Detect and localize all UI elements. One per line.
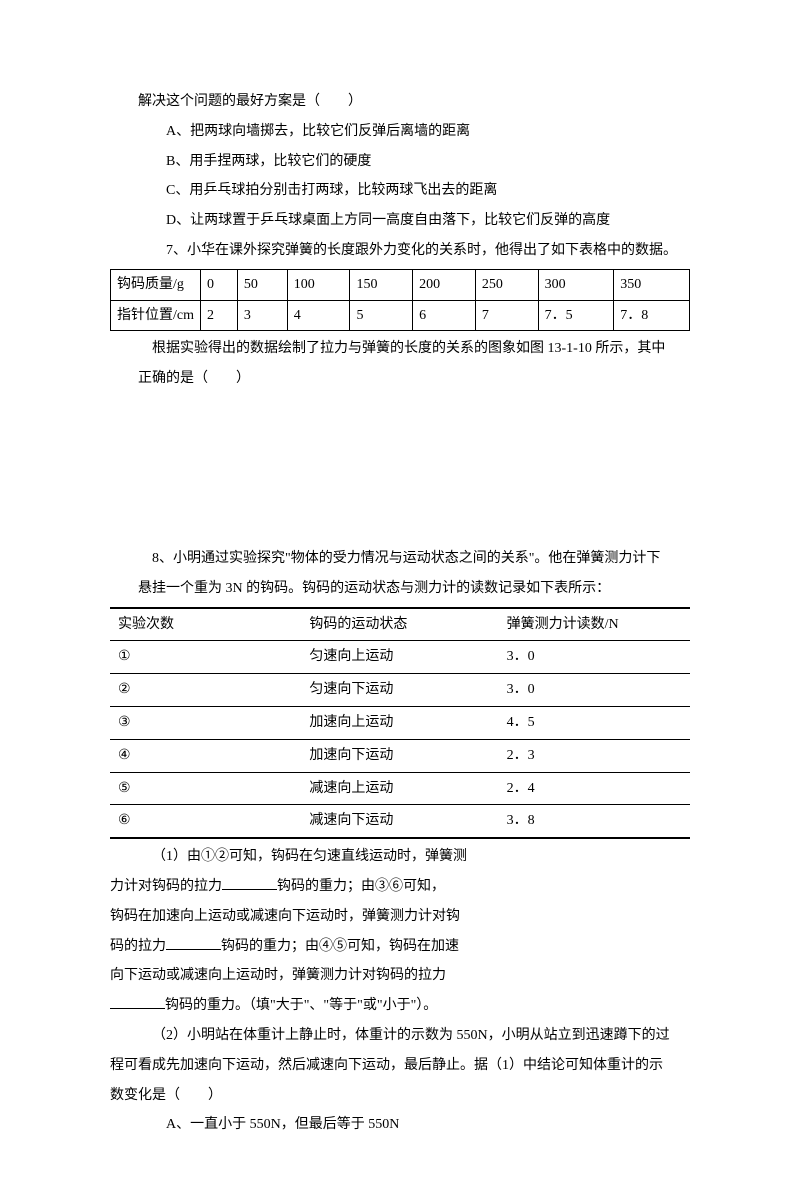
t2r0c2: 3．0 xyxy=(499,641,690,674)
t1r2c0: 指针位置/cm xyxy=(111,300,201,331)
t1r2c5: 6 xyxy=(413,300,476,331)
spring-data-table: 钩码质量/g 0 50 100 150 200 250 300 350 指针位置… xyxy=(110,269,690,332)
t1r2c4: 5 xyxy=(350,300,413,331)
t2r4c1: 减速向上运动 xyxy=(301,772,498,805)
q8-1a: （1）由①②可知，钩码在匀速直线运动时，弹簧测 xyxy=(110,845,690,869)
q7-post2: 正确的是（ ） xyxy=(110,367,690,391)
option-d: D、让两球置于乒乓球桌面上方同一高度自由落下，比较它们反弹的高度 xyxy=(110,209,690,233)
figure-gap xyxy=(110,397,690,547)
q8-1d: 码的拉力钩码的重力；由④⑤可知，钩码在加速 xyxy=(110,935,690,959)
blank-3 xyxy=(110,995,165,1009)
t1r1c8: 350 xyxy=(614,269,690,300)
t2r5c1: 减速向下运动 xyxy=(301,805,498,838)
t2r0c1: 匀速向上运动 xyxy=(301,641,498,674)
t2r4c0: ⑤ xyxy=(110,772,301,805)
t1r2c1: 2 xyxy=(201,300,238,331)
q8-line1: 8、小明通过实验探究"物体的受力情况与运动状态之间的关系"。他在弹簧测力计下 xyxy=(110,547,690,571)
q8-1f: 钩码的重力。（填"大于"、"等于"或"小于"）。 xyxy=(110,994,690,1018)
q8-opt-a: A、一直小于 550N，但最后等于 550N xyxy=(110,1113,690,1137)
t2h0: 实验次数 xyxy=(110,608,301,641)
t1r1c3: 100 xyxy=(287,269,350,300)
t2r1c1: 匀速向下运动 xyxy=(301,674,498,707)
t2r5c0: ⑥ xyxy=(110,805,301,838)
experiment-table: 实验次数 钩码的运动状态 弹簧测力计读数/N ①匀速向上运动3．0 ②匀速向下运… xyxy=(110,607,690,840)
t1r1c0: 钩码质量/g xyxy=(111,269,201,300)
t2r1c0: ② xyxy=(110,674,301,707)
table1-row1: 钩码质量/g 0 50 100 150 200 250 300 350 xyxy=(111,269,690,300)
t2r2c2: 4．5 xyxy=(499,706,690,739)
t1r1c7: 300 xyxy=(538,269,614,300)
t1r2c8: 7．8 xyxy=(614,300,690,331)
q8-2c: 数变化是（ ） xyxy=(110,1084,690,1108)
t2r5c2: 3．8 xyxy=(499,805,690,838)
t2r1c2: 3．0 xyxy=(499,674,690,707)
t1r2c7: 7．5 xyxy=(538,300,614,331)
intro-text: 解决这个问题的最好方案是（ ） xyxy=(110,90,690,114)
t2r3c1: 加速向下运动 xyxy=(301,739,498,772)
t1r1c5: 200 xyxy=(413,269,476,300)
q8-1e: 向下运动或减速向上运动时，弹簧测力计对钩码的拉力 xyxy=(110,964,690,988)
t1r1c1: 0 xyxy=(201,269,238,300)
q7-post1: 根据实验得出的数据绘制了拉力与弹簧的长度的关系的图象如图 13-1-10 所示，… xyxy=(110,337,690,361)
t1r2c3: 4 xyxy=(287,300,350,331)
t2r3c2: 2．3 xyxy=(499,739,690,772)
t1r2c6: 7 xyxy=(475,300,538,331)
t2r2c1: 加速向上运动 xyxy=(301,706,498,739)
q8-1c: 钩码在加速向上运动或减速向下运动时，弹簧测力计对钩 xyxy=(110,905,690,929)
t2r4c2: 2．4 xyxy=(499,772,690,805)
t2r0c0: ① xyxy=(110,641,301,674)
t1r2c2: 3 xyxy=(237,300,287,331)
table1-row2: 指针位置/cm 2 3 4 5 6 7 7．5 7．8 xyxy=(111,300,690,331)
blank-2 xyxy=(166,936,221,950)
t2r2c0: ③ xyxy=(110,706,301,739)
option-c: C、用乒乓球拍分别击打两球，比较两球飞出去的距离 xyxy=(110,179,690,203)
q8-2a: （2）小明站在体重计上静止时，体重计的示数为 550N，小明从站立到迅速蹲下的过 xyxy=(110,1024,690,1048)
q7-text: 7、小华在课外探究弹簧的长度跟外力变化的关系时，他得出了如下表格中的数据。 xyxy=(110,239,690,263)
blank-1 xyxy=(222,876,277,890)
t2h2: 弹簧测力计读数/N xyxy=(499,608,690,641)
t1r1c2: 50 xyxy=(237,269,287,300)
option-b: B、用手捏两球，比较它们的硬度 xyxy=(110,150,690,174)
t1r1c6: 250 xyxy=(475,269,538,300)
t1r1c4: 150 xyxy=(350,269,413,300)
q8-2b: 程可看成先加速向下运动，然后减速向下运动，最后静止。据（1）中结论可知体重计的示 xyxy=(110,1054,690,1078)
t2h1: 钩码的运动状态 xyxy=(301,608,498,641)
q8-line2: 悬挂一个重为 3N 的钩码。钩码的运动状态与测力计的读数记录如下表所示： xyxy=(110,577,690,601)
t2r3c0: ④ xyxy=(110,739,301,772)
t2-header: 实验次数 钩码的运动状态 弹簧测力计读数/N xyxy=(110,608,690,641)
q8-1b: 力计对钩码的拉力钩码的重力；由③⑥可知， xyxy=(110,875,690,899)
option-a: A、把两球向墙掷去，比较它们反弹后离墙的距离 xyxy=(110,120,690,144)
